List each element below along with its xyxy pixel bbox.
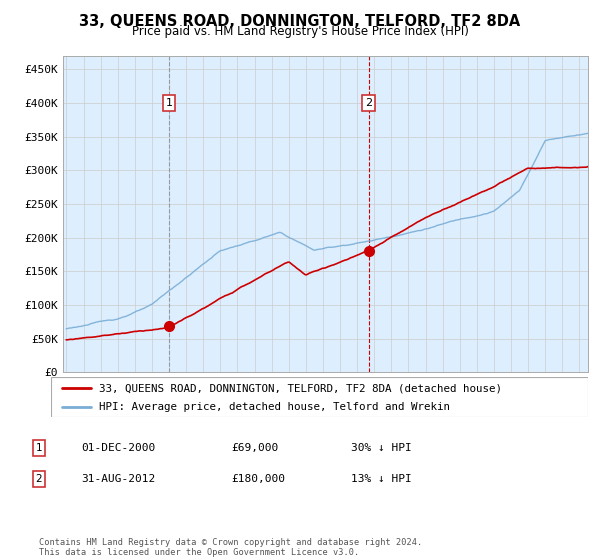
Text: 33, QUEENS ROAD, DONNINGTON, TELFORD, TF2 8DA (detached house): 33, QUEENS ROAD, DONNINGTON, TELFORD, TF… bbox=[100, 383, 502, 393]
Text: 2: 2 bbox=[365, 98, 372, 108]
Text: Price paid vs. HM Land Registry's House Price Index (HPI): Price paid vs. HM Land Registry's House … bbox=[131, 25, 469, 38]
Text: £180,000: £180,000 bbox=[231, 474, 285, 484]
Text: 2: 2 bbox=[35, 474, 43, 484]
Text: 1: 1 bbox=[35, 443, 43, 453]
Text: 1: 1 bbox=[166, 98, 173, 108]
Text: Contains HM Land Registry data © Crown copyright and database right 2024.
This d: Contains HM Land Registry data © Crown c… bbox=[39, 538, 422, 557]
Text: 33, QUEENS ROAD, DONNINGTON, TELFORD, TF2 8DA: 33, QUEENS ROAD, DONNINGTON, TELFORD, TF… bbox=[79, 14, 521, 29]
Text: 13% ↓ HPI: 13% ↓ HPI bbox=[351, 474, 412, 484]
Text: £69,000: £69,000 bbox=[231, 443, 278, 453]
Text: 30% ↓ HPI: 30% ↓ HPI bbox=[351, 443, 412, 453]
Text: 01-DEC-2000: 01-DEC-2000 bbox=[81, 443, 155, 453]
Text: 31-AUG-2012: 31-AUG-2012 bbox=[81, 474, 155, 484]
Text: HPI: Average price, detached house, Telford and Wrekin: HPI: Average price, detached house, Telf… bbox=[100, 402, 451, 412]
